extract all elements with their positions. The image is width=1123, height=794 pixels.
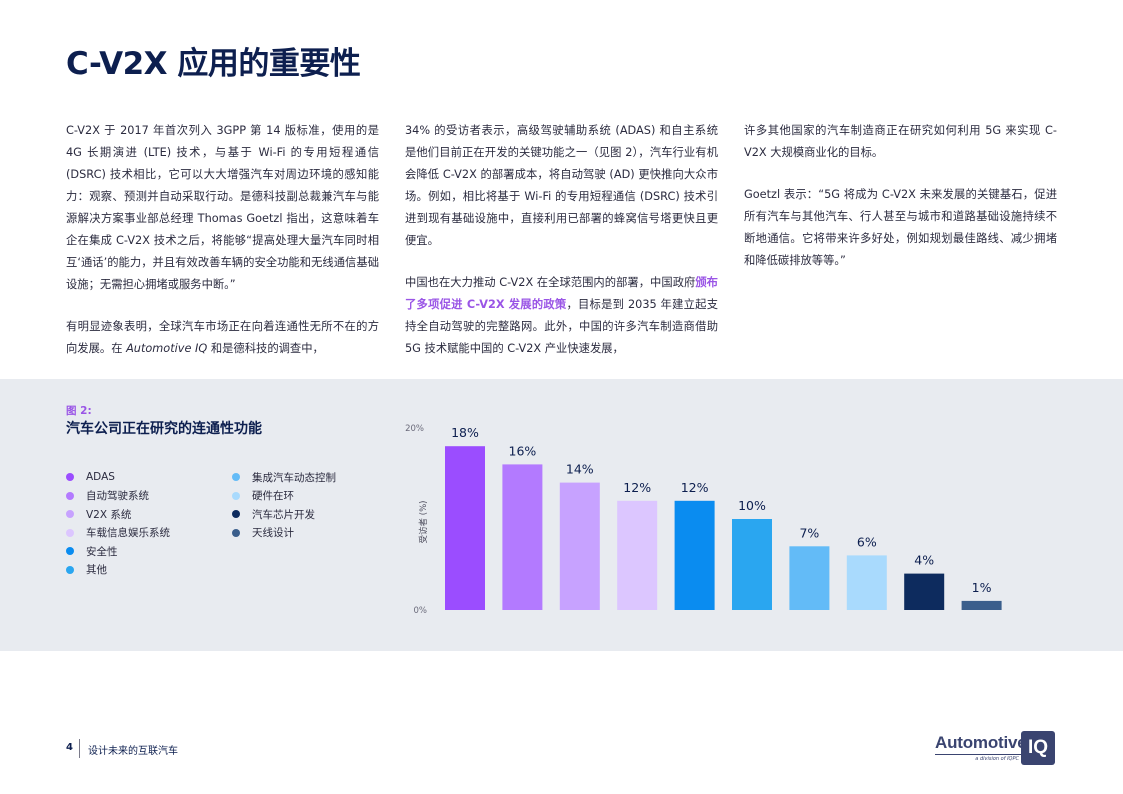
legend-swatch: [232, 491, 240, 500]
bar: [617, 500, 658, 610]
figure-title: 汽车公司正在研究的连通性功能: [66, 421, 262, 437]
data-label: 12%: [681, 480, 709, 495]
legend-label: 集成汽车动态控制: [252, 471, 336, 484]
y-axis-label: 受访者 (%): [418, 501, 429, 544]
legend-swatch: [66, 473, 74, 481]
footer-divider: [79, 739, 80, 758]
legend-swatch: [66, 491, 74, 500]
legend-item: ADAS: [66, 470, 115, 484]
text-column-3: 许多其他国家的汽车制造商正在研究如何利用 5G 来实现 C-V2X 大规模商业化…: [744, 120, 1057, 292]
legend-swatch: [66, 547, 74, 555]
text-column-2: 34% 的受访者表示，高级驾驶辅助系统 (ADAS) 和自主系统是他们目前正在开…: [405, 120, 718, 380]
data-label: 4%: [914, 553, 934, 568]
legend-item: 其他: [66, 563, 107, 577]
legend-item: 硬件在环: [232, 489, 294, 503]
legend-item: 天线设计: [232, 526, 294, 540]
bar: [846, 555, 887, 610]
logo-underline: [935, 754, 1021, 755]
legend-label: ADAS: [86, 471, 115, 483]
paragraph: 34% 的受访者表示，高级驾驶辅助系统 (ADAS) 和自主系统是他们目前正在开…: [405, 124, 718, 247]
data-label: 12%: [623, 480, 651, 495]
bar: [732, 519, 772, 610]
bar: [502, 464, 543, 610]
bar: [961, 600, 1002, 610]
bar: [674, 500, 715, 610]
legend-swatch: [66, 528, 74, 537]
emphasis-text: Automotive IQ: [126, 342, 208, 355]
y-tick-label: 0%: [414, 606, 428, 616]
legend-item: 汽车芯片开发: [232, 507, 315, 521]
legend-swatch: [232, 473, 240, 481]
legend-label: 自动驾驶系统: [86, 490, 149, 502]
legend-item: 安全性: [66, 544, 118, 558]
bar: [789, 546, 830, 610]
data-label: 14%: [566, 462, 594, 477]
figure-label: 图 2:: [66, 405, 92, 417]
legend-label: 车载信息娱乐系统: [86, 527, 170, 539]
data-label: 1%: [972, 580, 992, 595]
paragraph: 有明显迹象表明，全球汽车市场正在向着连通性无所不在的方向发展。在 Automot…: [66, 320, 379, 355]
bar: [445, 446, 485, 610]
legend-swatch: [232, 510, 240, 518]
legend-item: 集成汽车动态控制: [232, 470, 336, 484]
policy-link[interactable]: 颁布了多项促进 C-V2X 发展的政策: [405, 276, 718, 311]
paragraph: C-V2X 于 2017 年首次列入 3GPP 第 14 版标准，使用的是 4G…: [66, 124, 379, 291]
data-label: 6%: [857, 534, 877, 549]
paragraph: Goetzl 表示：“5G 将成为 C-V2X 未来发展的关键基石，促进所有汽车…: [744, 188, 1057, 267]
data-label: 16%: [509, 443, 537, 458]
legend-item: 自动驾驶系统: [66, 489, 149, 503]
y-tick-label: 20%: [405, 424, 424, 434]
footer-title: 设计未来的互联汽车: [88, 746, 178, 757]
legend-item: V2X 系统: [66, 507, 131, 521]
text-column-1: C-V2X 于 2017 年首次列入 3GPP 第 14 版标准，使用的是 4G…: [66, 120, 379, 380]
logo-badge: IQ: [1021, 731, 1055, 765]
legend-swatch: [232, 528, 240, 537]
data-label: 7%: [799, 525, 819, 540]
legend-label: 硬件在环: [252, 490, 294, 502]
legend-label: 天线设计: [252, 527, 294, 539]
legend-label: 其他: [86, 564, 107, 576]
legend-label: 汽车芯片开发: [252, 508, 315, 521]
page-number: 4: [66, 742, 73, 753]
paragraph: 中国也在大力推动 C-V2X 在全球范围内的部署，中国政府颁布了多项促进 C-V…: [405, 276, 718, 355]
logo-tagline: a division of IQPC: [975, 756, 1019, 762]
legend-item: 车载信息娱乐系统: [66, 526, 170, 540]
legend-label: 安全性: [86, 545, 118, 558]
data-label: 18%: [451, 425, 479, 440]
bar: [904, 573, 945, 610]
automotive-iq-logo: Automotive IQ a division of IQPC: [935, 731, 1057, 767]
data-label: 10%: [738, 498, 766, 513]
legend-swatch: [66, 510, 74, 518]
paragraph: 许多其他国家的汽车制造商正在研究如何利用 5G 来实现 C-V2X 大规模商业化…: [744, 124, 1057, 159]
page-title: C-V2X 应用的重要性: [66, 46, 361, 82]
bar-chart: 0% 20% 受访者 (%) 18% 16% 14% 12% 12% 10% 7% 6% 4% 1%: [405, 424, 1002, 616]
legend-label: V2X 系统: [86, 508, 132, 521]
logo-wordmark: Automotive: [935, 733, 1027, 752]
legend-swatch: [66, 565, 74, 574]
bar: [559, 482, 600, 610]
